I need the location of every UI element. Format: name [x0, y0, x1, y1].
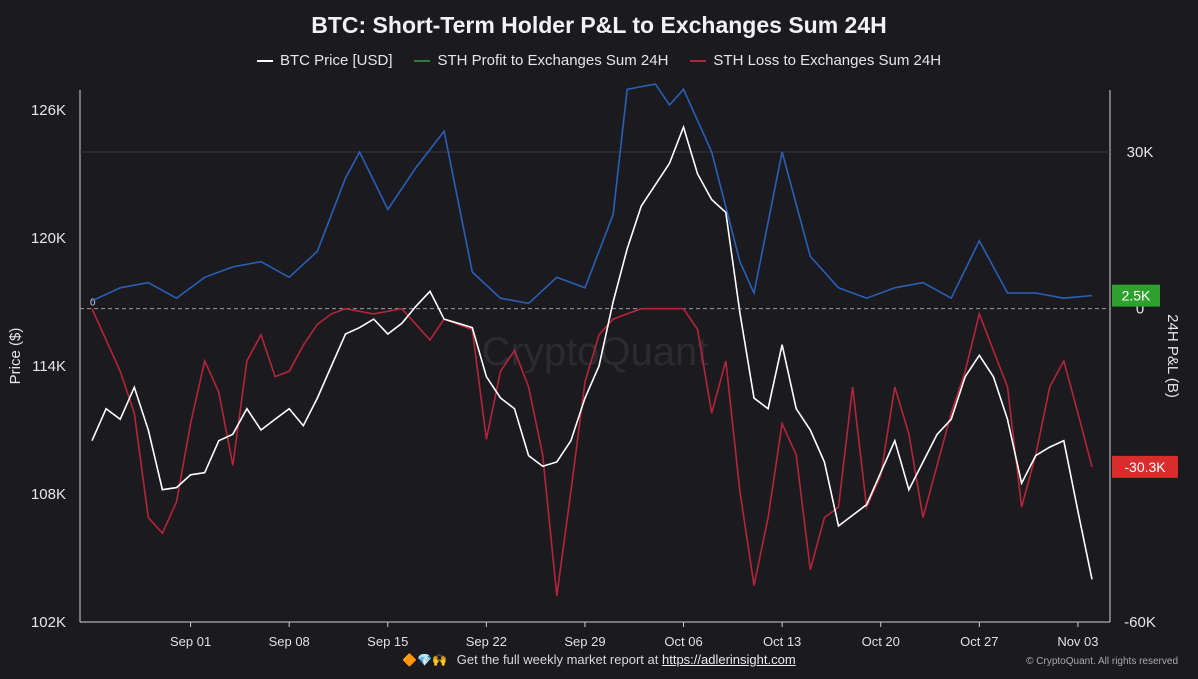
value-badge-label-0: 2.5K [1122, 288, 1151, 304]
value-badge-0 [1112, 284, 1160, 307]
zero-line-label: 0 [90, 298, 96, 309]
x-tick-label-8: Oct 27 [960, 634, 998, 649]
y-axis-title: Price ($) [7, 328, 24, 385]
footer-text: Get the full weekly market report at [456, 652, 659, 667]
x-tick-label-7: Oct 20 [862, 634, 900, 649]
y2-tick-label-2: -60K [1124, 614, 1156, 631]
y-tick-label-1: 120K [31, 230, 66, 247]
series-line-sth-loss [91, 307, 1093, 597]
legend-item-sth-loss[interactable]: STH Loss to Exchanges Sum 24H [690, 52, 941, 69]
y-tick-label-3: 108K [31, 486, 66, 503]
x-tick-label-2: Sep 15 [367, 634, 408, 649]
x-tick-label-0: Sep 01 [170, 634, 211, 649]
series-line-btc-price [91, 124, 1093, 580]
legend-swatch-sth-profit [414, 59, 431, 62]
y-tick-label-4: 102K [31, 614, 66, 631]
watermark: CryptoQuant [482, 330, 709, 374]
x-tick-label-9: Nov 03 [1057, 634, 1098, 649]
y2-tick-label-0: 30K [1127, 144, 1154, 161]
chart-title: BTC: Short-Term Holder P&L to Exchanges … [311, 12, 887, 38]
copyright: © CryptoQuant. All rights reserved [1026, 656, 1178, 667]
x-tick-label-1: Sep 08 [269, 634, 310, 649]
value-badge-1 [1112, 455, 1178, 478]
x-tick-label-4: Sep 29 [564, 634, 605, 649]
legend-label-sth-profit: STH Profit to Exchanges Sum 24H [437, 52, 669, 69]
y-tick-label-0: 126K [31, 102, 66, 119]
footer-link[interactable]: https://adlerinsight.com [661, 652, 796, 667]
series-line-sth-profit [91, 83, 1093, 305]
legend-label-btc-price: BTC Price [USD] [279, 52, 393, 69]
y2-axis-title: 24H P&L (B) [1164, 314, 1181, 398]
legend-label-sth-loss: STH Loss to Exchanges Sum 24H [713, 52, 942, 69]
value-badge-label-1: -30.3K [1124, 459, 1166, 475]
x-tick-label-5: Oct 06 [664, 634, 702, 649]
y2-tick-label-1: 0 [1136, 301, 1144, 318]
x-tick-label-6: Oct 13 [763, 634, 801, 649]
legend-item-btc-price[interactable]: BTC Price [USD] [256, 52, 393, 69]
y-tick-label-2: 114K [32, 358, 66, 375]
footer: 🔶💎🙌 Get the full weekly market report at… [0, 652, 1198, 667]
legend-swatch-btc-price [256, 59, 273, 62]
footer-icons: 🔶💎🙌 [402, 653, 448, 667]
legend: BTC Price [USD] STH Profit to Exchanges … [0, 52, 1198, 69]
legend-swatch-sth-loss [690, 59, 707, 62]
legend-item-sth-profit[interactable]: STH Profit to Exchanges Sum 24H [414, 52, 668, 69]
x-tick-label-3: Sep 22 [466, 634, 507, 649]
